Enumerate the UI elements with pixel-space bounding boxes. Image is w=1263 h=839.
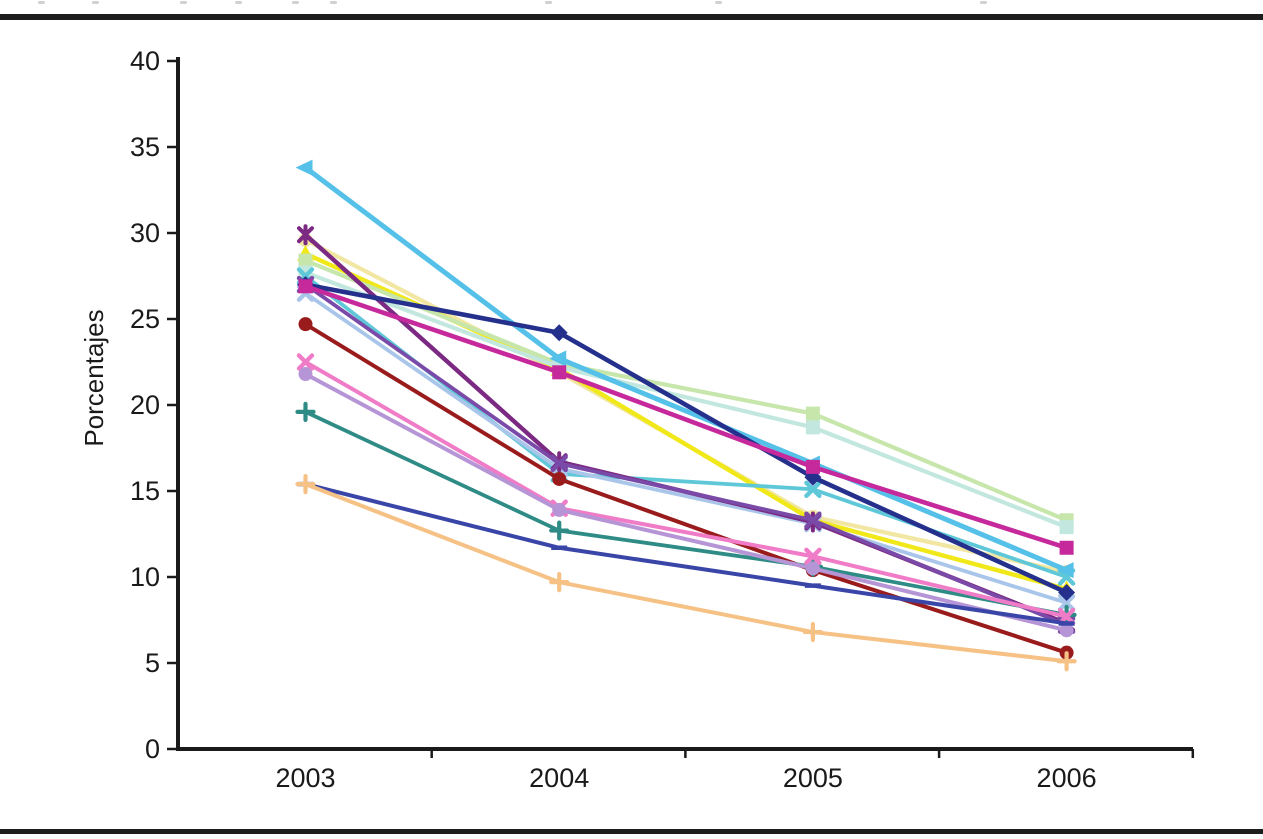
y-tick-label: 10 [130, 562, 160, 592]
text-artifact [92, 1, 99, 4]
text-artifact [715, 1, 722, 4]
axes: 0 5 10 15 20 25 30 35 40 2003 2004 2005 2006 Porcenta… [79, 46, 1195, 793]
series-lavender-circle [298, 367, 1074, 638]
y-tick-label: 35 [130, 132, 160, 162]
text-artifact [980, 1, 987, 4]
text-artifact [292, 1, 299, 4]
x-tick-label: 2005 [783, 763, 843, 793]
x-tick-label: 2006 [1037, 763, 1097, 793]
y-tick-label: 0 [145, 734, 160, 764]
series-magenta-square [298, 279, 1074, 555]
text-artifact [180, 1, 187, 4]
x-tick-label: 2003 [275, 763, 335, 793]
y-tick-label: 5 [145, 648, 160, 678]
y-tick-label: 40 [130, 46, 160, 76]
text-artifact [38, 1, 45, 4]
text-artifact [235, 1, 242, 4]
y-tick-label: 25 [130, 304, 160, 334]
bottom-rule [0, 829, 1263, 834]
series-purple-star [297, 224, 1076, 634]
top-rule [0, 14, 1263, 20]
text-artifact [545, 1, 552, 4]
y-tick-label: 30 [130, 218, 160, 248]
series-seafoam-square [298, 265, 1074, 535]
text-artifact [330, 1, 337, 4]
y-tick-label: 20 [130, 390, 160, 420]
series-orange-plus [295, 474, 1077, 672]
y-tick-label: 15 [130, 476, 160, 506]
y-axis-title: Porcentajes [79, 309, 109, 446]
x-tick-label: 2004 [529, 763, 589, 793]
